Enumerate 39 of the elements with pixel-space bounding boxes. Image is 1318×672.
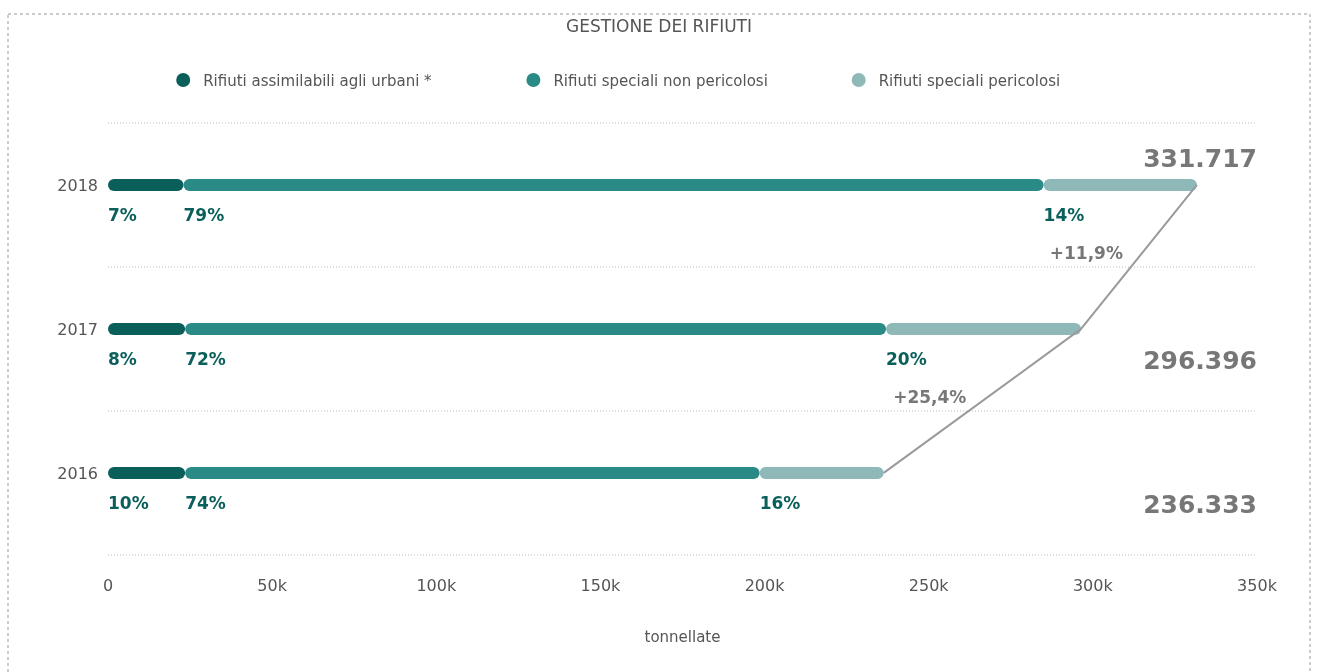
annotation: 20% <box>886 348 927 369</box>
legend-label: Rifiuti speciali non pericolosi <box>553 72 768 90</box>
annotation: 10% <box>108 492 149 513</box>
x-tick-label: 200k <box>744 576 786 595</box>
legend-label: Rifiuti assimilabili agli urbani * <box>203 72 433 90</box>
annotation: 72% <box>185 348 226 369</box>
x-tick-label: 300k <box>1072 576 1114 595</box>
x-tick-label: 250k <box>908 576 950 595</box>
chart-title: GESTIONE DEI RIFIUTI <box>565 16 753 36</box>
annotation: 79% <box>183 204 225 225</box>
annotation: 236.333 <box>1143 489 1257 519</box>
bar <box>185 466 760 479</box>
x-tick-label: 350k <box>1237 576 1278 595</box>
annotation: 8% <box>108 348 137 369</box>
bar <box>183 178 1044 191</box>
bar <box>1043 178 1197 191</box>
bar <box>108 178 184 191</box>
annotation: +11,9% <box>1049 242 1123 263</box>
x-tick-label: 100k <box>416 576 457 595</box>
x-tick-label: 0 <box>102 576 114 595</box>
annotation: 296.396 <box>1143 345 1257 375</box>
x-tick-label: 50k <box>257 576 288 595</box>
x-axis-title: tonnellate <box>644 628 721 646</box>
annotation: 16% <box>759 492 801 513</box>
annotation: 7% <box>108 204 137 225</box>
x-tick-label: 150k <box>580 576 622 595</box>
y-tick-label: 2018 <box>57 175 98 195</box>
y-tick-label: 2016 <box>57 463 98 483</box>
annotation: +25,4% <box>893 386 967 407</box>
bar <box>185 322 887 335</box>
bar <box>759 466 884 479</box>
y-tick-label: 2017 <box>57 319 98 339</box>
bar <box>108 466 186 479</box>
annotation: 14% <box>1043 204 1085 225</box>
legend-label: Rifiuti speciali pericolosi <box>878 72 1061 90</box>
annotation: 74% <box>185 492 226 513</box>
bar <box>886 322 1082 335</box>
bar <box>108 322 186 335</box>
annotation: 331.717 <box>1143 143 1257 173</box>
